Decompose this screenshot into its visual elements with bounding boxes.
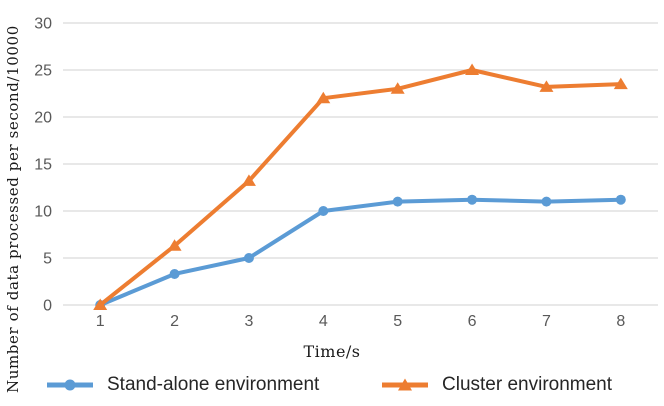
stand-alone-line-circle-marker-icon bbox=[46, 376, 94, 394]
series-stand-alone bbox=[95, 194, 626, 310]
data-point-marker bbox=[93, 298, 108, 310]
x-tick-label: 8 bbox=[616, 313, 625, 330]
data-point-marker bbox=[467, 194, 478, 205]
legend-label-cluster: Cluster environment bbox=[442, 374, 613, 395]
data-point-marker bbox=[541, 196, 552, 207]
y-tick-label: 0 bbox=[43, 298, 52, 315]
x-tick-label: 2 bbox=[170, 313, 179, 330]
data-point-marker bbox=[169, 268, 180, 279]
x-tick-label: 4 bbox=[319, 313, 328, 330]
x-tick-label: 6 bbox=[468, 313, 477, 330]
data-point-marker bbox=[167, 239, 182, 251]
cluster-line-triangle-marker-icon bbox=[381, 376, 429, 394]
data-point-marker bbox=[243, 253, 254, 263]
data-point-marker bbox=[392, 196, 403, 207]
legend-item-cluster: Cluster environment bbox=[381, 374, 612, 396]
y-tick-label: 20 bbox=[34, 110, 52, 127]
data-point-marker bbox=[615, 194, 626, 205]
x-axis-tick-labels: 1 2 3 4 5 6 7 8 bbox=[96, 313, 626, 330]
y-tick-label: 15 bbox=[34, 157, 52, 174]
y-tick-label: 5 bbox=[43, 251, 52, 268]
y-tick-label: 10 bbox=[34, 204, 52, 221]
data-point-marker bbox=[465, 63, 480, 75]
line-chart: 0 5 10 15 20 25 30 1 2 3 4 5 6 7 8 bbox=[34, 16, 658, 330]
x-axis-title: Time/s bbox=[303, 342, 361, 361]
data-point-marker bbox=[241, 174, 256, 186]
data-point-marker bbox=[316, 91, 331, 104]
legend-item-stand-alone: Stand-alone environment bbox=[46, 374, 319, 396]
y-axis-tick-labels: 0 5 10 15 20 25 30 bbox=[34, 16, 52, 315]
x-tick-label: 7 bbox=[542, 313, 551, 330]
x-tick-label: 3 bbox=[244, 313, 253, 330]
y-tick-label: 25 bbox=[34, 63, 52, 80]
data-point-marker bbox=[539, 80, 554, 92]
x-tick-label: 5 bbox=[393, 313, 402, 330]
legend: Stand-alone environment Cluster environm… bbox=[0, 374, 664, 404]
y-tick-label: 30 bbox=[34, 16, 52, 33]
data-point-marker bbox=[390, 82, 405, 94]
data-point-marker bbox=[613, 77, 628, 90]
series-cluster bbox=[93, 63, 628, 310]
y-axis-title: Number of data processed per second/1000… bbox=[4, 25, 22, 393]
x-tick-label: 1 bbox=[96, 313, 105, 330]
legend-label-stand-alone: Stand-alone environment bbox=[107, 374, 320, 395]
data-point-marker bbox=[318, 206, 329, 216]
